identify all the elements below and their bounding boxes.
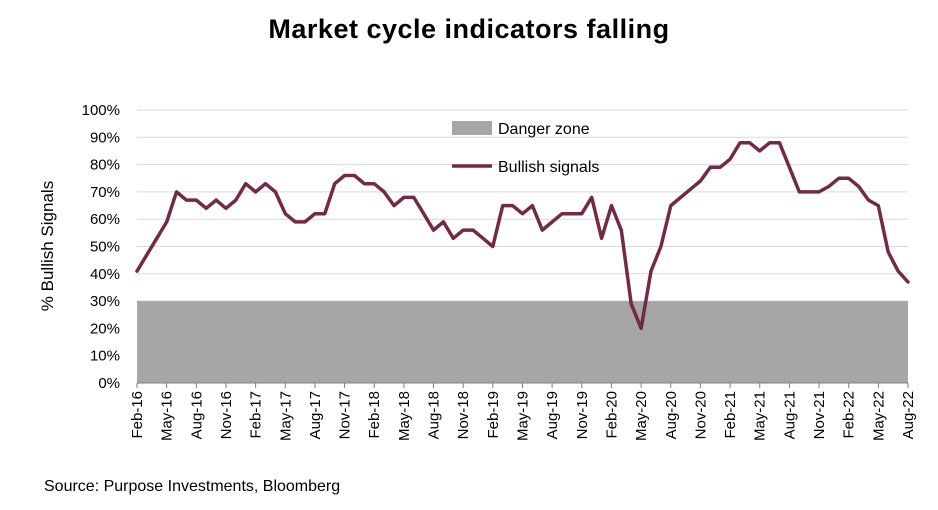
x-tick-label: Aug-21: [781, 391, 798, 439]
legend-danger-zone-swatch: [452, 121, 492, 135]
x-tick-label: Nov-20: [692, 391, 709, 439]
x-tick-label: May-20: [633, 391, 650, 441]
y-tick-label: 40%: [90, 266, 120, 283]
bullish-signals-line: [135, 141, 910, 331]
x-tick-label: Nov-18: [455, 391, 472, 439]
x-tick-label: Nov-19: [574, 391, 591, 439]
y-tick-label: 30%: [90, 293, 120, 310]
source-note: Source: Purpose Investments, Bloomberg: [44, 478, 341, 495]
x-axis-ticks: Feb-16 May-16 Aug-16 Nov-16 Feb-17 May-17 Aug-…: [129, 383, 917, 441]
x-tick-label: Nov-21: [811, 391, 828, 439]
x-tick-label: Aug-16: [188, 391, 205, 439]
y-axis-title: % Bullish Signals: [38, 181, 57, 311]
x-tick-label: Nov-17: [337, 391, 354, 439]
x-tick-label: Aug-19: [544, 391, 561, 439]
x-tick-label: May-18: [396, 391, 413, 441]
y-tick-label: 60%: [90, 211, 120, 228]
x-tick-label: Feb-17: [248, 391, 265, 439]
y-axis-ticks: 0% 10% 20% 30% 40% 50% 60% 70% 80% 90% 100%: [82, 102, 120, 392]
x-tick-label: Nov-16: [218, 391, 235, 439]
x-tick-label: Feb-16: [129, 391, 146, 439]
y-tick-label: 70%: [90, 184, 120, 201]
x-tick-label: May-17: [277, 391, 294, 441]
y-tick-label: 10%: [90, 348, 120, 365]
x-tick-label: Feb-22: [841, 391, 858, 439]
legend: Danger zone Bullish signals: [452, 121, 599, 176]
legend-bullish-signals-label: Bullish signals: [498, 159, 599, 176]
x-tick-label: Feb-18: [366, 391, 383, 439]
chart-title: Market cycle indicators falling: [268, 14, 670, 44]
x-tick-label: May-19: [515, 391, 532, 441]
y-tick-label: 100%: [82, 102, 120, 119]
x-tick-label: Aug-22: [900, 391, 917, 439]
y-tick-label: 0%: [98, 375, 120, 392]
y-tick-label: 80%: [90, 157, 120, 174]
x-tick-label: May-21: [752, 391, 769, 441]
danger-zone-area: [137, 301, 908, 383]
x-tick-label: Feb-21: [722, 391, 739, 439]
x-tick-label: Feb-19: [485, 391, 502, 439]
legend-danger-zone-label: Danger zone: [498, 121, 590, 138]
x-tick-label: Feb-20: [603, 391, 620, 439]
x-tick-label: May-22: [870, 391, 887, 441]
x-tick-label: May-16: [159, 391, 176, 441]
y-tick-label: 50%: [90, 239, 120, 256]
x-tick-label: Aug-17: [307, 391, 324, 439]
y-tick-label: 90%: [90, 129, 120, 146]
y-tick-label: 20%: [90, 320, 120, 337]
x-tick-label: Aug-20: [663, 391, 680, 439]
x-tick-label: Aug-18: [426, 391, 443, 439]
